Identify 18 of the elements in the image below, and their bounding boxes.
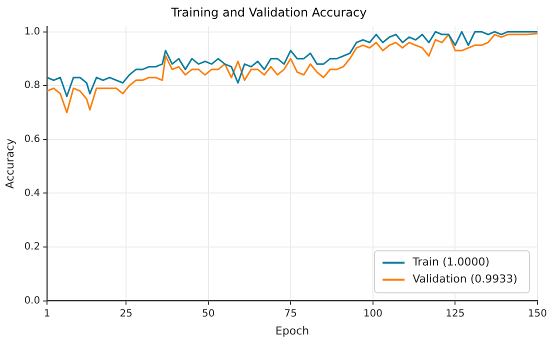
x-tick-label: 25 xyxy=(120,308,132,320)
x-axis-title: Epoch xyxy=(275,324,310,338)
y-tick-label: 0.8 xyxy=(24,80,40,92)
chart-title: Training and Validation Accuracy xyxy=(170,5,367,20)
y-tick-label: 0.0 xyxy=(24,295,40,306)
x-tick-label: 150 xyxy=(528,308,548,320)
y-tick-label: 0.2 xyxy=(24,242,40,253)
x-tick-label: 50 xyxy=(202,308,215,320)
x-tick-label: 75 xyxy=(284,308,297,320)
x-tick-label: 1 xyxy=(44,308,50,320)
x-tick-label: 125 xyxy=(446,308,465,320)
y-tick-label: 1.0 xyxy=(24,26,40,38)
y-tick-label: 0.6 xyxy=(24,134,40,145)
legend-label: Validation (0.9933) xyxy=(412,272,518,286)
x-tick-label: 100 xyxy=(363,308,382,320)
legend-label: Train (1.0000) xyxy=(412,256,490,269)
y-axis-title: Accuracy xyxy=(3,138,16,189)
y-tick-label: 0.4 xyxy=(24,188,40,199)
